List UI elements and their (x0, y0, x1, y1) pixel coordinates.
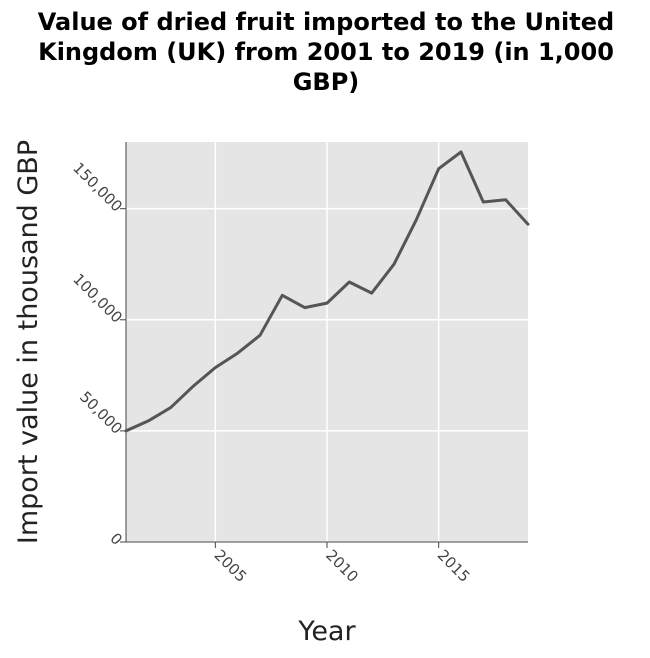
x-tick-label: 2015 (434, 546, 474, 586)
series-lines (124, 150, 530, 433)
x-tick-label: 2005 (211, 546, 251, 586)
chart-title-line-1: Value of dried fruit imported to the Uni… (38, 8, 614, 36)
y-tick-label: 50,000 (76, 388, 126, 438)
chart-title-line-3: GBP) (293, 68, 360, 96)
y-axis-label: Import value in thousand GBP (13, 140, 44, 544)
y-tick-label: 150,000 (69, 159, 126, 216)
x-axis-label: Year (297, 616, 356, 647)
y-tick-label: 100,000 (69, 270, 126, 327)
y-tick-label: 0 (106, 529, 125, 548)
series-line (124, 150, 530, 433)
x-tick-label: 2010 (322, 546, 362, 586)
chart-title-line-2: Kingdom (UK) from 2001 to 2019 (in 1,000 (38, 38, 614, 66)
